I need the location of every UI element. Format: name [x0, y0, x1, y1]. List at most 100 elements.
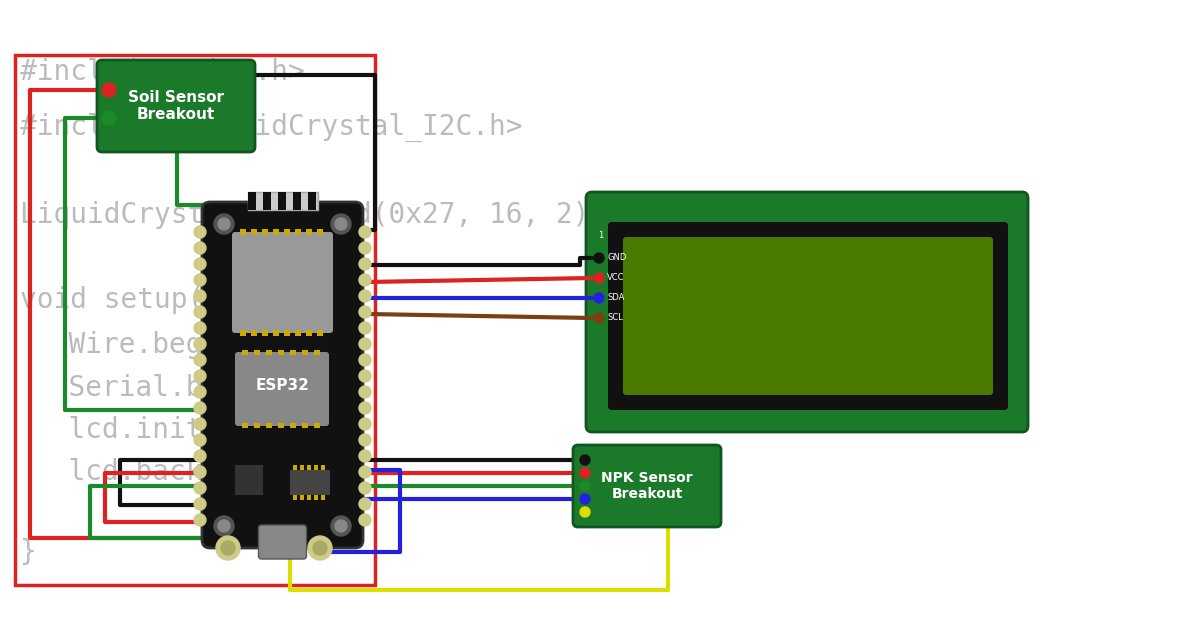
Circle shape	[359, 514, 371, 526]
Bar	[295, 330, 301, 336]
Circle shape	[218, 218, 230, 230]
Text: VCC: VCC	[607, 273, 624, 282]
Bar	[314, 350, 320, 355]
Bar	[277, 192, 286, 210]
Bar	[278, 350, 284, 355]
Text: lcd.backlight(...): lcd.backlight(...)	[35, 458, 370, 486]
Bar	[247, 192, 318, 210]
Circle shape	[359, 338, 371, 350]
Circle shape	[194, 386, 206, 398]
Text: #include <Wire.h>: #include <Wire.h>	[20, 58, 305, 86]
FancyBboxPatch shape	[623, 237, 994, 395]
Text: NPK Sensor
Breakout: NPK Sensor Breakout	[601, 471, 692, 501]
Text: void setup(): void setup()	[20, 286, 221, 314]
Bar	[266, 350, 272, 355]
Circle shape	[580, 507, 590, 517]
Circle shape	[194, 242, 206, 254]
Text: Wire.begin(...): Wire.begin(...)	[35, 331, 319, 359]
Text: Serial.begin(...): Serial.begin(...)	[35, 374, 353, 402]
Circle shape	[359, 466, 371, 478]
Bar	[247, 192, 256, 210]
Circle shape	[359, 434, 371, 446]
Circle shape	[359, 226, 371, 238]
Circle shape	[194, 322, 206, 334]
Circle shape	[359, 418, 371, 430]
Bar	[254, 350, 260, 355]
Bar	[295, 229, 301, 235]
Bar	[293, 465, 298, 470]
Circle shape	[359, 354, 371, 366]
Bar	[300, 495, 304, 500]
Circle shape	[216, 536, 240, 560]
Bar	[314, 423, 320, 428]
Bar	[274, 330, 278, 336]
Bar	[262, 330, 268, 336]
Bar	[263, 192, 270, 210]
Circle shape	[359, 290, 371, 302]
Circle shape	[194, 274, 206, 286]
Circle shape	[102, 83, 116, 97]
Circle shape	[594, 293, 604, 303]
Bar	[317, 229, 323, 235]
Bar	[322, 495, 325, 500]
Circle shape	[194, 370, 206, 382]
Circle shape	[331, 516, 352, 536]
Bar	[284, 229, 290, 235]
Bar	[306, 229, 312, 235]
Circle shape	[359, 274, 371, 286]
Bar	[293, 495, 298, 500]
FancyBboxPatch shape	[586, 192, 1028, 432]
Bar	[251, 229, 257, 235]
Circle shape	[359, 306, 371, 318]
Circle shape	[218, 520, 230, 532]
Circle shape	[331, 214, 352, 234]
FancyBboxPatch shape	[574, 445, 721, 527]
Text: LiquidCrystal_I2C lcd(0x27, 16, 2);: LiquidCrystal_I2C lcd(0x27, 16, 2);	[20, 200, 606, 229]
Circle shape	[194, 306, 206, 318]
Bar	[290, 423, 296, 428]
Bar	[284, 330, 290, 336]
Circle shape	[359, 402, 371, 414]
Circle shape	[359, 258, 371, 270]
Bar	[251, 330, 257, 336]
Text: #include <LiquidCrystal_I2C.h>: #include <LiquidCrystal_I2C.h>	[20, 112, 522, 142]
Text: ESP32: ESP32	[256, 377, 310, 392]
Circle shape	[214, 516, 234, 536]
Bar	[278, 423, 284, 428]
Bar	[262, 229, 268, 235]
Circle shape	[335, 520, 347, 532]
Circle shape	[359, 450, 371, 462]
Circle shape	[194, 338, 206, 350]
Circle shape	[594, 313, 604, 323]
Circle shape	[580, 455, 590, 465]
Circle shape	[580, 494, 590, 504]
Circle shape	[194, 514, 206, 526]
Bar	[307, 192, 316, 210]
Text: GND: GND	[607, 253, 626, 263]
Bar	[290, 350, 296, 355]
Bar	[240, 330, 246, 336]
Bar	[300, 465, 304, 470]
Circle shape	[580, 481, 590, 491]
Bar	[314, 495, 318, 500]
Circle shape	[359, 498, 371, 510]
Bar	[240, 229, 246, 235]
Bar	[302, 423, 308, 428]
Circle shape	[194, 226, 206, 238]
Bar	[293, 192, 300, 210]
Text: SDA: SDA	[607, 294, 624, 302]
Bar	[290, 470, 330, 495]
Circle shape	[194, 466, 206, 478]
FancyBboxPatch shape	[608, 222, 1008, 410]
FancyBboxPatch shape	[202, 202, 364, 548]
Circle shape	[594, 253, 604, 263]
Circle shape	[313, 541, 326, 555]
Circle shape	[359, 242, 371, 254]
Bar	[306, 330, 312, 336]
Bar	[14, 55, 374, 585]
Circle shape	[194, 354, 206, 366]
Bar	[242, 350, 248, 355]
Text: Soil Sensor
Breakout: Soil Sensor Breakout	[128, 90, 224, 122]
Circle shape	[359, 322, 371, 334]
Circle shape	[359, 370, 371, 382]
